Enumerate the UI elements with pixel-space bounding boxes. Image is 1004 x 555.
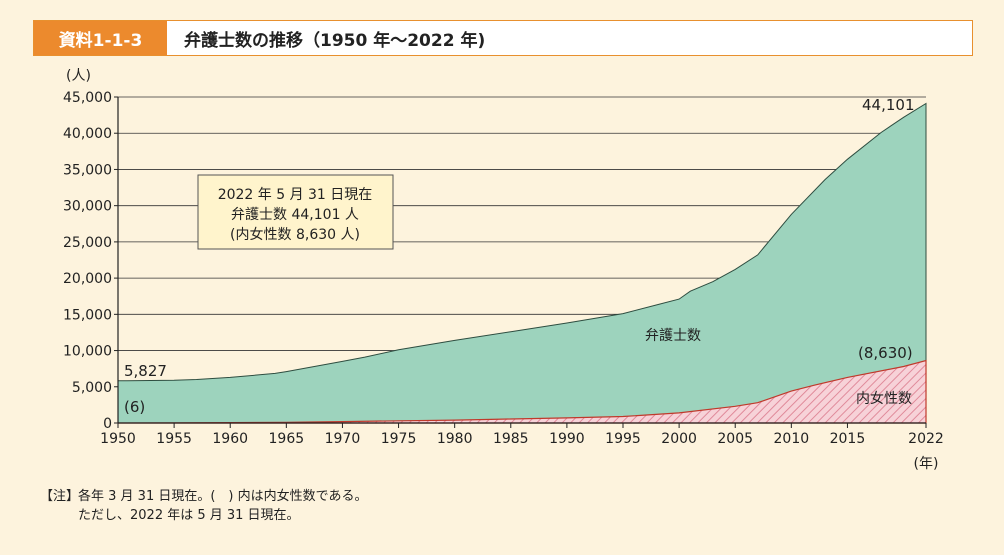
figure-number-badge: 資料1-1-3 [34,21,167,55]
footnote-tag: 【注】 [40,489,80,504]
x-tick-label: 1970 [325,431,361,447]
y-unit-label: (人) [66,68,91,84]
annotation-box: 2022 年 5 月 31 日現在 弁護士数 44,101 人 (内女性数 8,… [197,174,394,250]
x-tick-label: 1955 [156,431,192,447]
x-tick-label: 1950 [100,431,136,447]
y-tick-label: 15,000 [63,307,112,323]
footnote-line-1: 各年 3 月 31 日現在。( ) 内は内女性数である。 [78,489,368,504]
total-lawyers-area [117,102,927,424]
label-female-start: (6) [124,398,145,416]
female-lawyers-area [117,359,927,424]
label-total-end: 44,101 [862,96,915,114]
axes [114,96,927,428]
x-tick-label: 1990 [549,431,585,447]
x-tick-label: 2005 [717,431,753,447]
x-tick-label: 1965 [269,431,305,447]
footnote: 【注】 各年 3 月 31 日現在。( ) 内は内女性数である。 ただし、202… [40,487,368,525]
label-total-start: 5,827 [124,362,167,380]
y-tick-label: 30,000 [63,199,112,215]
y-tick-label: 25,000 [63,235,112,251]
x-unit-label: (年) [914,456,939,472]
y-tick-label: 5,000 [72,380,112,396]
figure-header: 資料1-1-3 弁護士数の推移（1950 年～2022 年) [33,20,973,56]
x-tick-label: 1975 [381,431,417,447]
y-tick-label: 45,000 [63,90,112,106]
y-tick-label: 20,000 [63,271,112,287]
y-tick-label: 10,000 [63,344,112,360]
series-label-female: 内女性数 [856,390,912,407]
x-tick-label: 2000 [661,431,697,447]
x-tick-label: 1985 [493,431,529,447]
y-tick-label: 0 [103,416,112,432]
series-label-total: 弁護士数 [645,328,701,344]
x-tick-label: 2022 [908,431,944,447]
tick-labels: 0 5,000 10,000 15,000 20,000 25,000 30,000 35,0… [63,90,944,447]
label-female-end: (8,630) [858,344,913,362]
annotation-line-1: 2022 年 5 月 31 日現在 [218,187,373,203]
x-tick-label: 1995 [605,431,641,447]
annotation-line-2: 弁護士数 44,101 人 [231,207,359,223]
x-tick-label: 1980 [437,431,473,447]
annotation-line-3: (内女性数 8,630 人) [230,226,360,243]
y-tick-label: 40,000 [63,126,112,142]
x-tick-label: 2015 [830,431,866,447]
y-tick-label: 35,000 [63,162,112,178]
figure-title: 弁護士数の推移（1950 年～2022 年) [184,30,486,51]
x-tick-label: 1960 [212,431,248,447]
footnote-line-2: ただし、2022 年は 5 月 31 日現在。 [78,508,300,523]
x-tick-label: 2010 [774,431,810,447]
